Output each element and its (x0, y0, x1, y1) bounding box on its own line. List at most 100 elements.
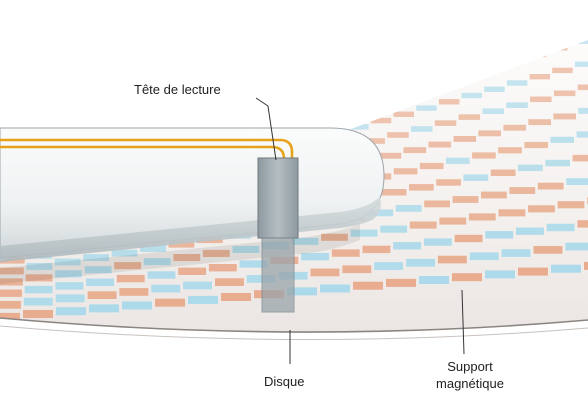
magnetic-domain-cell (332, 111, 353, 117)
magnetic-domain-cell (360, 66, 378, 71)
magnetic-domain-cell (458, 114, 481, 120)
magnetic-domain-cell (89, 304, 119, 313)
magnetic-domain-cell (438, 99, 460, 105)
magnetic-domain-cell (485, 231, 514, 239)
magnetic-domain-cell (269, 83, 286, 88)
magnetic-domain-cell (503, 124, 526, 131)
magnetic-domain-cell (584, 261, 588, 270)
magnetic-domain-cell (454, 234, 483, 243)
magnetic-domain-cell (288, 44, 303, 48)
label-magnetic-medium-line2: magnétique (436, 376, 504, 391)
label-read-head: Tête de lecture (134, 82, 221, 97)
magnetic-domain-cell (440, 78, 460, 84)
disk-edge (0, 317, 588, 333)
magnetic-domain-cell (320, 284, 350, 293)
magnetic-domain-cell (188, 295, 218, 304)
magnetic-domain-cell (545, 159, 570, 167)
magnetic-domain-cell (484, 86, 505, 92)
magnetic-domain-cell (428, 141, 452, 148)
magnetic-domain-cell (472, 152, 496, 159)
magnetic-domain-cell (238, 81, 254, 86)
magnetic-domain-cell (95, 124, 109, 128)
magnetic-domain-cell (105, 110, 117, 114)
magnetic-domain-cell (241, 66, 256, 70)
magnetic-domain-cell (311, 117, 331, 123)
magnetic-domain-cell (463, 174, 489, 181)
magnetic-domain-cell (24, 285, 53, 294)
magnetic-domain-cell (240, 40, 252, 41)
magnetic-domain-cell (304, 40, 319, 41)
magnetic-domain-cell (146, 109, 161, 114)
magnetic-domain-cell (55, 282, 84, 290)
magnetic-domain-cell (187, 103, 203, 108)
magnetic-domain-cell (417, 45, 436, 50)
magnetic-domain-cell (55, 294, 85, 303)
magnetic-domain-cell (533, 246, 563, 254)
magnetic-domain-cell (363, 138, 385, 144)
magnetic-domain-cell (576, 131, 588, 138)
magnetic-domain-cell (434, 120, 457, 126)
magnetic-domain-cell (0, 312, 20, 321)
magnetic-domain-cell (341, 73, 359, 78)
magnetic-domain-cell (86, 278, 114, 286)
magnetic-domain-cell (395, 205, 422, 212)
magnetic-domain-cell (272, 51, 287, 55)
magnetic-domain-cell (552, 67, 573, 74)
magnetic-domain-cell (403, 147, 427, 154)
magnetic-domain-cell (226, 45, 239, 49)
magnetic-domain-cell (381, 189, 407, 196)
magnetic-domain-cell (481, 191, 507, 199)
magnetic-domain-cell (122, 301, 152, 310)
magnetic-domain-cell (227, 58, 241, 62)
magnetic-domain-cell (256, 44, 270, 48)
magnetic-domain-cell (162, 102, 177, 107)
magnetic-domain-cell (406, 258, 435, 267)
magnetic-domain-cell (367, 209, 394, 217)
magnetic-domain-cell (183, 281, 212, 290)
magnetic-domain-cell (478, 130, 501, 137)
magnetic-domain-cell (387, 132, 409, 138)
magnetic-domain-cell (553, 90, 576, 97)
magnetic-domain-cell (354, 104, 374, 110)
magnetic-domain-cell (317, 98, 337, 104)
magnetic-domain-cell (277, 112, 296, 117)
magnetic-domain-cell (574, 61, 588, 67)
magnetic-domain-cell (397, 91, 417, 97)
magnetic-domain-cell (358, 85, 377, 90)
magnetic-domain-cell (530, 96, 552, 103)
leader-lines (255, 97, 465, 364)
magnetic-domain-cell (143, 258, 171, 266)
magnetic-domain-cell (84, 266, 112, 274)
magnetic-domain-cell (56, 307, 86, 316)
magnetic-domain-cell (462, 71, 482, 77)
magnetic-domain-cell (526, 52, 547, 58)
magnetic-domain-cell (524, 141, 548, 149)
magnetic-domain-cell (436, 179, 461, 186)
magnetic-domain-cell (109, 117, 123, 121)
magnetic-domain-cell (557, 201, 585, 209)
magnetic-domain-cell (577, 84, 588, 91)
magnetic-domain-cell (321, 80, 340, 85)
magnetic-domain-cell (232, 245, 260, 253)
magnetic-domain-cell (116, 274, 145, 283)
magnetic-domain-cell (256, 58, 271, 63)
magnetic-domain-cell (339, 40, 356, 42)
magnetic-domain-cell (331, 249, 360, 257)
magnetic-domain-cell (114, 262, 141, 270)
magnetic-domain-cell (362, 245, 391, 254)
magnetic-domain-cell (424, 200, 450, 208)
magnetic-domain-cell (353, 281, 383, 290)
magnetic-domain-cell (118, 103, 131, 107)
magnetic-domain-cell (452, 273, 482, 282)
magnetic-domain-cell (23, 297, 53, 306)
magnetic-domain-cell (546, 223, 575, 232)
magnetic-domain-cell (301, 253, 329, 261)
magnetic-domain-cell (130, 117, 145, 121)
magnetic-domain-cell (151, 284, 181, 293)
magnetic-domain-cell (528, 205, 555, 213)
magnetic-domain-cell (221, 293, 251, 301)
magnetic-domain-cell (501, 40, 520, 43)
magnetic-domain-cell (83, 254, 109, 261)
magnetic-domain-cell (297, 105, 316, 111)
